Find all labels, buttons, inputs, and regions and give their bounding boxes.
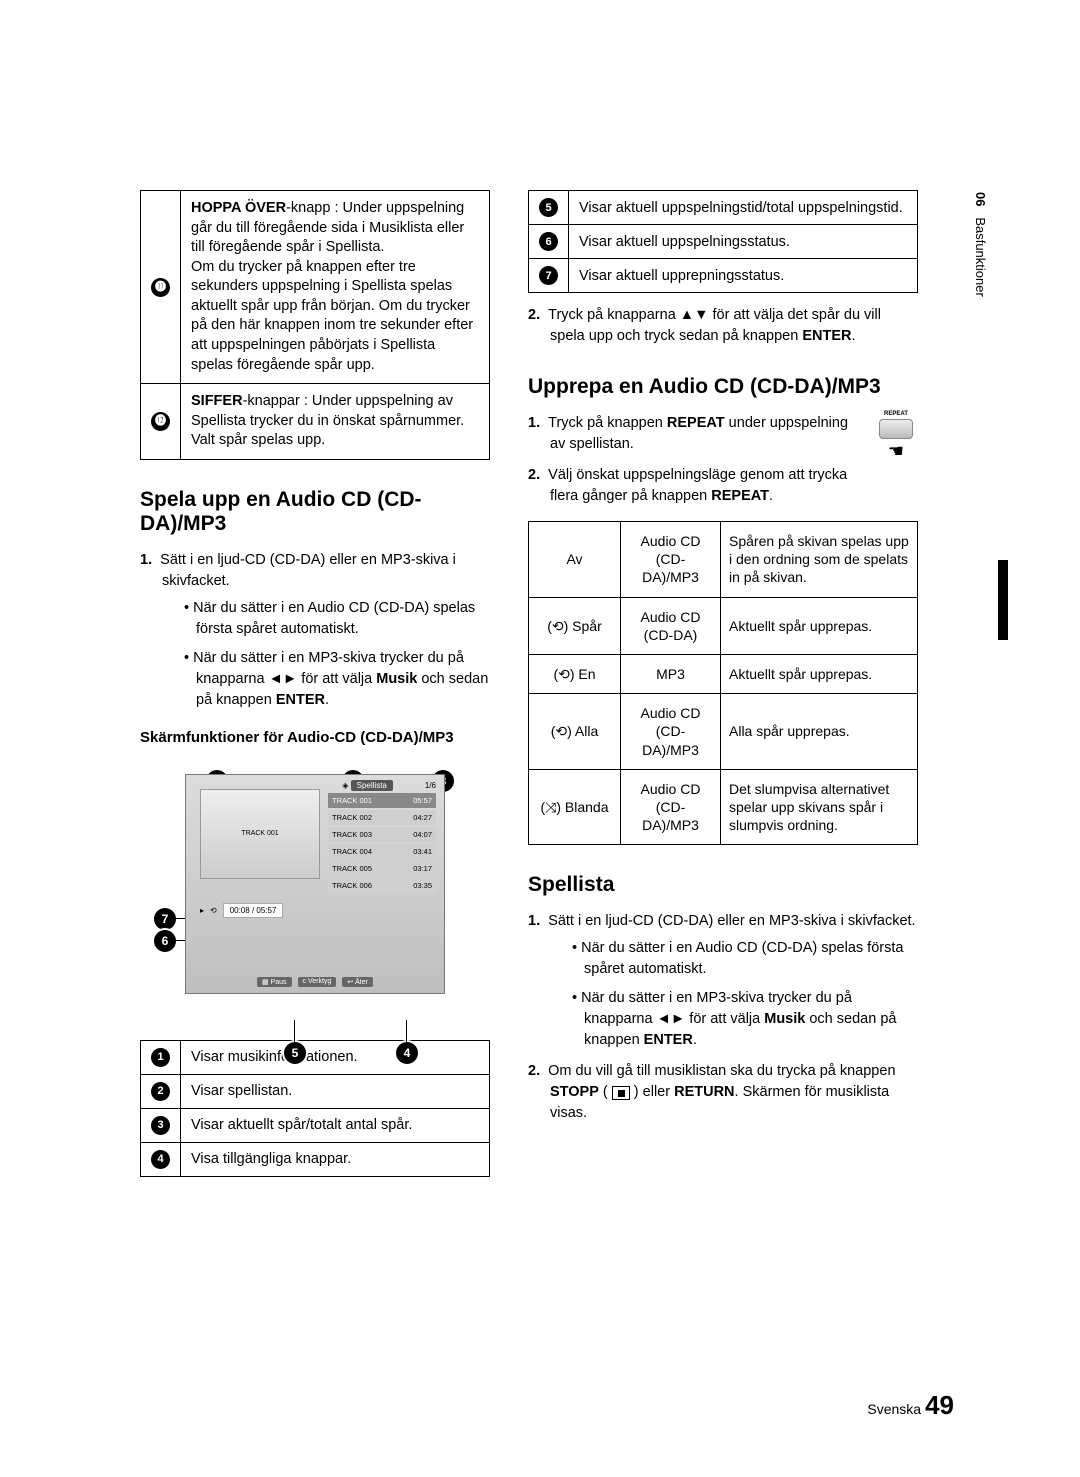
numbered-icon: 2 — [151, 1082, 170, 1101]
repeat-desc: Spåren på skivan spelas upp i den ordnin… — [721, 522, 918, 598]
repeat-disc-type: Audio CD (CD-DA)/MP3 — [621, 694, 721, 770]
track-list: TRACK 00105:57 TRACK 00204:27 TRACK 00304:… — [328, 793, 436, 895]
table-cell: Visar aktuellt spår/totalt antal spår. — [181, 1108, 490, 1142]
callout-5-icon: 5 — [284, 1042, 306, 1064]
repeat-step-2: 2. Välj önskat uppspelningsläge genom at… — [528, 465, 918, 507]
heading-play-cd: Spela upp en Audio CD (CD-DA)/MP3 — [140, 488, 490, 536]
callout-table-5-7: 5 Visar aktuell uppspelningstid/total upp… — [528, 190, 918, 293]
numbered-icon: 4 — [151, 1150, 170, 1169]
repeat-button-illustration: REPEAT ☚ — [874, 411, 918, 462]
screen-footer-button: ▦ Paus — [257, 977, 292, 987]
play-step-2: 2. Tryck på knapparna ▲▼ för att välja d… — [528, 305, 918, 347]
track-row: TRACK 00403:41 — [328, 844, 436, 859]
screen-footer-button: ↩ Åter — [342, 977, 373, 987]
callout-7-icon: 7 — [154, 908, 176, 930]
repeat-desc: Aktuellt spår upprepas. — [721, 655, 918, 694]
numbered-icon: 6 — [539, 232, 558, 251]
section-number: 06 — [973, 192, 988, 206]
spellista-step-1: 1. Sätt i en ljud-CD (CD-DA) eller en MP… — [528, 911, 918, 1051]
repeat-desc: Aktuellt spår upprepas. — [721, 597, 918, 654]
repeat-mode: (⤨) Blanda — [529, 769, 621, 845]
numbered-icon: 1 — [151, 1048, 170, 1067]
skip-number-table: ⓫ HOPPA ÖVER-knapp : Under uppspelning gå… — [140, 190, 490, 460]
side-tab: 06 Basfunktioner — [973, 192, 988, 297]
spellista-bullet-2: När du sätter i en MP3-skiva trycker du … — [550, 988, 918, 1051]
table-cell: Visar aktuell uppspelningstid/total upps… — [569, 191, 918, 225]
repeat-disc-type: Audio CD (CD-DA) — [621, 597, 721, 654]
numbered-icon: ⓬ — [151, 412, 170, 431]
thumb-tab — [998, 560, 1008, 640]
repeat-disc-type: Audio CD (CD-DA)/MP3 — [621, 522, 721, 598]
playback-status: ▸⟲ 00:08 / 05:57 — [200, 903, 283, 918]
track-row: TRACK 00603:35 — [328, 878, 436, 893]
play-bullet-1: När du sätter i en Audio CD (CD-DA) spel… — [162, 598, 490, 640]
repeat-key-icon — [879, 419, 913, 439]
repeat-modes-table: AvAudio CD (CD-DA)/MP3Spåren på skivan s… — [528, 521, 918, 845]
repeat-disc-type: MP3 — [621, 655, 721, 694]
heading-screen-functions: Skärmfunktioner för Audio-CD (CD-DA)/MP3 — [140, 729, 490, 746]
repeat-disc-type: Audio CD (CD-DA)/MP3 — [621, 769, 721, 845]
section-label: Basfunktioner — [973, 217, 988, 297]
table-cell: SIFFER-knappar : Under uppspelning av Sp… — [181, 384, 490, 460]
repeat-mode: (⟲) Spår — [529, 597, 621, 654]
numbered-icon: 3 — [151, 1116, 170, 1135]
spellista-bullet-1: När du sätter i en Audio CD (CD-DA) spel… — [550, 938, 918, 980]
callout-4-icon: 4 — [396, 1042, 418, 1064]
table-cell: Visar musikinformationen. — [181, 1040, 490, 1074]
track-row: TRACK 00105:57 — [328, 793, 436, 808]
numbered-icon: 5 — [539, 198, 558, 217]
page-footer: Svenska49 — [867, 1390, 954, 1421]
track-row: TRACK 00304:07 — [328, 827, 436, 842]
player-screen: ◈ Spellista 1/6 TRACK 001 TRACK 00105:57… — [185, 774, 445, 994]
repeat-mode: Av — [529, 522, 621, 598]
screen-footer: ▦ Paus ᴄ Verktyg ↩ Åter — [186, 977, 444, 987]
repeat-mode: (⟲) Alla — [529, 694, 621, 770]
repeat-step-1: 1. Tryck på knappen REPEAT under uppspel… — [528, 413, 918, 455]
table-cell: HOPPA ÖVER-knapp : Under uppspelning går… — [181, 191, 490, 384]
repeat-mode: (⟲) En — [529, 655, 621, 694]
heading-repeat: Upprepa en Audio CD (CD-DA)/MP3 — [528, 375, 918, 399]
repeat-desc: Alla spår upprepas. — [721, 694, 918, 770]
table-cell: Visar spellistan. — [181, 1074, 490, 1108]
stop-icon — [612, 1086, 630, 1100]
table-cell: Visar aktuell upprepningsstatus. — [569, 259, 918, 293]
callout-6-icon: 6 — [154, 930, 176, 952]
numbered-icon: 7 — [539, 266, 558, 285]
screen-footer-button: ᴄ Verktyg — [298, 977, 337, 987]
hand-icon: ☚ — [874, 441, 918, 462]
spellista-step-2: 2. Om du vill gå till musiklistan ska du… — [528, 1061, 918, 1124]
play-step-1: 1. Sätt i en ljud-CD (CD-DA) eller en MP… — [140, 550, 490, 711]
track-row: TRACK 00503:17 — [328, 861, 436, 876]
repeat-desc: Det slumpvisa alternativet spelar upp sk… — [721, 769, 918, 845]
play-bullet-2: När du sätter i en MP3-skiva trycker du … — [162, 648, 490, 711]
heading-spellista: Spellista — [528, 873, 918, 897]
table-cell: Visar aktuell uppspelningsstatus. — [569, 225, 918, 259]
disc-art: TRACK 001 — [200, 789, 320, 879]
track-row: TRACK 00204:27 — [328, 810, 436, 825]
numbered-icon: ⓫ — [151, 278, 170, 297]
screen-diagram: 1 2 3 7 6 5 4 ◈ Spellista 1/6 TRACK 001 … — [160, 774, 470, 994]
table-cell: Visa tillgängliga knappar. — [181, 1142, 490, 1176]
callout-table-1-4: 1 Visar musikinformationen. 2 Visar spellis… — [140, 1040, 490, 1177]
